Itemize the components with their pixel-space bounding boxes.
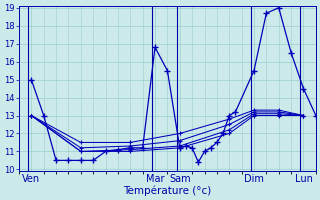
X-axis label: Température (°c): Température (°c) (123, 185, 212, 196)
